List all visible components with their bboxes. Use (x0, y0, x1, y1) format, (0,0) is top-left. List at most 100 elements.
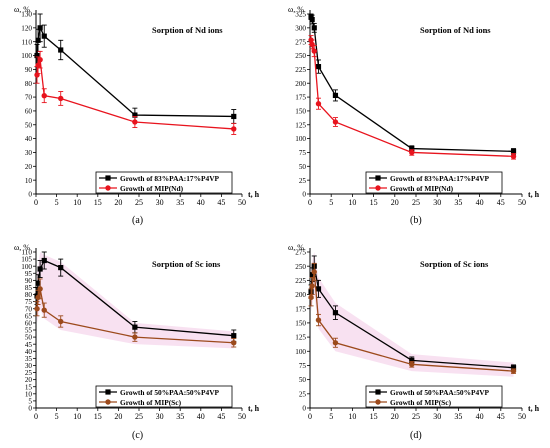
y-tick-label: 275 (295, 38, 306, 46)
data-point (132, 112, 138, 118)
y-tick-label: 10 (25, 177, 33, 185)
data-point (41, 92, 47, 99)
x-axis-label: t, h (248, 404, 260, 413)
data-point (34, 72, 40, 78)
y-tick-label: 85 (25, 284, 33, 292)
y-tick-label: 90 (25, 66, 33, 74)
x-tick-label: 35 (454, 198, 462, 207)
x-axis-label: t, h (528, 404, 540, 413)
data-point (58, 95, 64, 102)
x-tick-label: 40 (476, 198, 484, 207)
chart-title: Sorption of Sc ions (152, 259, 221, 269)
x-tick-label: 20 (114, 198, 122, 207)
series-line (310, 39, 514, 157)
x-tick-label: 15 (370, 198, 378, 207)
y-tick-label: 70 (25, 305, 33, 313)
x-tick-label: 15 (94, 412, 102, 421)
y-axis-label: ω, % (14, 243, 30, 252)
data-point (409, 361, 415, 368)
uncertainty-band (311, 252, 514, 377)
x-tick-label: 15 (94, 198, 102, 207)
y-tick-label: 225 (295, 66, 306, 74)
y-tick-label: 5 (28, 398, 32, 406)
y-tick-label: 20 (25, 163, 33, 171)
y-tick-label: 35 (25, 355, 33, 363)
y-tick-label: 50 (25, 334, 33, 342)
y-tick-label: 250 (295, 263, 306, 271)
series-line (36, 25, 234, 118)
data-point (332, 119, 339, 125)
x-tick-label: 10 (348, 412, 356, 421)
data-point (34, 306, 40, 312)
y-tick-label: 25 (25, 369, 33, 377)
data-point (309, 272, 315, 278)
panel-label: (c) (132, 430, 143, 441)
chart-panel-b: 0 5 10 15 20 25 30 35 40 45 50 0 25 50 75 100 125 150 175 2… (288, 5, 540, 226)
y-tick-label: 30 (25, 149, 33, 157)
x-tick-label: 10 (73, 198, 81, 207)
panel-label: (d) (410, 430, 422, 441)
legend-box (365, 171, 503, 194)
y-tick-label: 275 (295, 249, 306, 257)
y-tick-label: 15 (25, 383, 33, 391)
x-tick-label: 50 (518, 198, 526, 207)
legend-entry: Growth of 83%PAA:17%P4VP (120, 174, 220, 183)
x-tick-label: 10 (73, 412, 81, 421)
y-tick-label: 90 (25, 277, 33, 285)
y-tick-label: 150 (295, 108, 306, 116)
legend-entry: Growth of MIP(Sc) (390, 398, 452, 407)
y-tick-label: 25 (299, 177, 307, 185)
y-tick-label: 100 (295, 135, 306, 143)
y-tick-label: 65 (25, 312, 33, 320)
legend-box (95, 171, 233, 194)
x-tick-label: 30 (156, 198, 164, 207)
legend-marker (105, 185, 111, 191)
data-point (132, 119, 138, 125)
y-axis-label: ω, % (288, 243, 304, 252)
y-tick-label: 100 (21, 52, 32, 60)
x-tick-label: 45 (497, 412, 505, 421)
y-tick-label: 300 (295, 24, 306, 32)
data-point (37, 56, 43, 63)
chart-panel-a: 0 5 10 15 20 25 30 35 40 45 50 0 10 20 30 40 50 60 70 80 90 1… (14, 5, 260, 226)
y-tick-label: 175 (295, 94, 306, 102)
chart-title: Sorption of Nd ions (420, 25, 491, 35)
data-point (58, 47, 64, 53)
x-tick-label: 20 (391, 198, 399, 207)
data-point (510, 148, 517, 154)
y-tick-label: 100 (295, 348, 306, 356)
y-axis-label: ω, % (14, 5, 30, 14)
data-point (132, 324, 138, 330)
legend-box (95, 385, 233, 408)
y-tick-label: 110 (21, 38, 32, 46)
y-tick-label: 45 (25, 341, 33, 349)
x-tick-label: 5 (55, 198, 59, 207)
panel-label: (a) (132, 215, 143, 226)
legend-marker (105, 399, 111, 405)
y-tick-label: 40 (25, 135, 33, 143)
y-tick-label: 250 (295, 52, 306, 60)
y-tick-label: 225 (295, 277, 306, 285)
data-point (132, 334, 138, 340)
data-point (37, 266, 43, 272)
legend-box (365, 385, 503, 408)
y-tick-label: 75 (299, 149, 307, 157)
data-point (37, 286, 43, 292)
data-point (311, 25, 317, 31)
y-tick-label: 10 (25, 390, 33, 398)
data-point (58, 318, 64, 325)
data-point (308, 14, 314, 20)
y-tick-label: 130 (21, 11, 32, 19)
x-tick-label: 45 (217, 198, 225, 207)
data-point (58, 265, 64, 271)
x-tick-label: 40 (197, 198, 205, 207)
x-tick-label: 0 (308, 412, 312, 421)
y-tick-label: 55 (25, 327, 33, 335)
data-point (309, 16, 315, 23)
y-tick-label: 95 (25, 270, 33, 278)
data-point (35, 37, 41, 43)
data-point (409, 149, 415, 156)
data-point (315, 317, 322, 323)
